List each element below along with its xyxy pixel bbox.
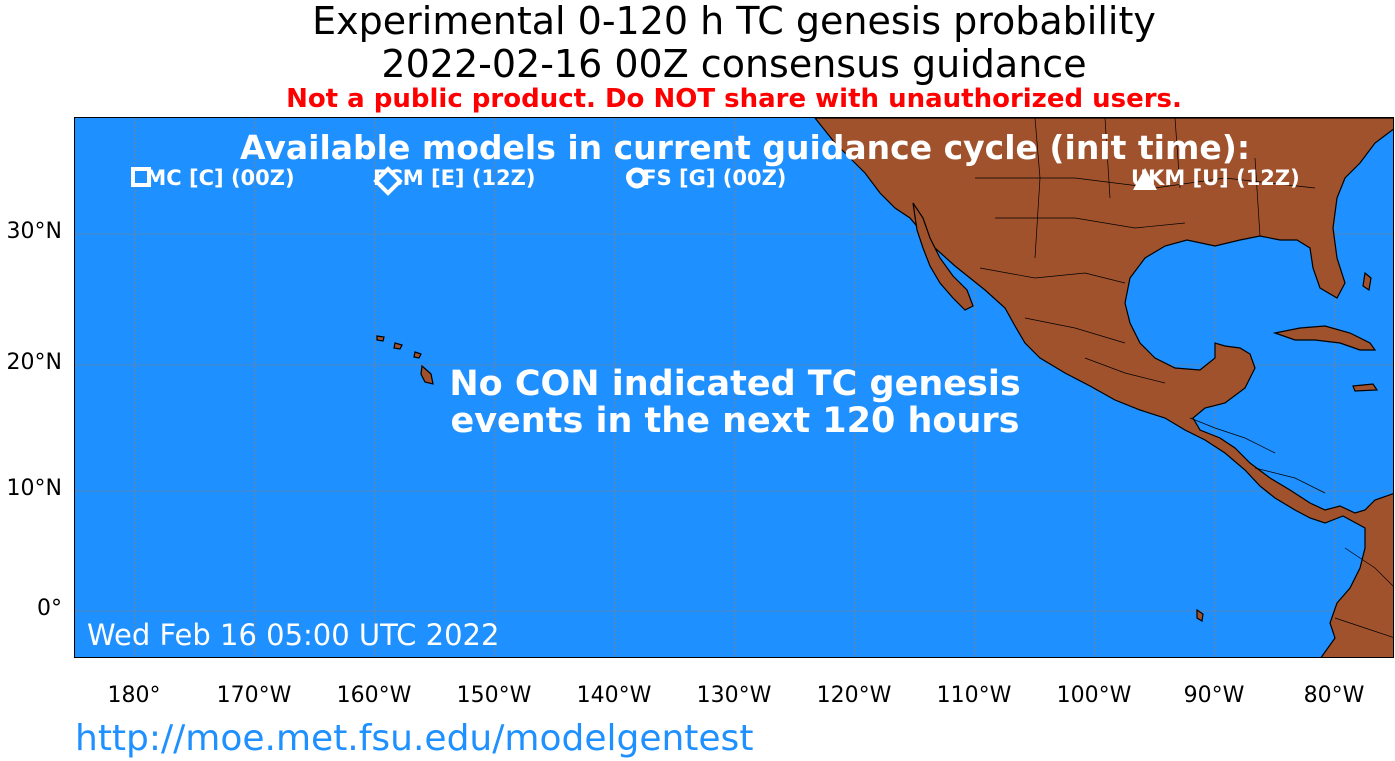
square-icon (131, 167, 151, 187)
map-canvas (75, 118, 1393, 657)
circle-icon (626, 167, 648, 189)
diamond-icon (373, 166, 403, 196)
lat-label-0: 0° (37, 596, 62, 621)
map-panel: Available models in current guidance cyc… (74, 117, 1394, 658)
lon-label-90w: 90°W (1183, 683, 1245, 708)
message-line-2: events in the next 120 hours (450, 401, 1020, 441)
available-models-heading: Available models in current guidance cyc… (239, 128, 1251, 167)
lon-label-140w: 140°W (576, 683, 652, 708)
title-line-2: 2022-02-16 00Z consensus guidance (381, 42, 1087, 86)
landmass (376, 118, 1393, 657)
legend-gfs-label: GFS [G] (00Z) (625, 166, 787, 190)
lat-label-20n: 20°N (6, 350, 62, 375)
lon-label-80w: 80°W (1303, 683, 1365, 708)
lon-label-110w: 110°W (936, 683, 1012, 708)
legend-cmc: CMC [C] (00Z) (130, 166, 295, 190)
lon-label-150w: 150°W (456, 683, 532, 708)
triangle-icon (1133, 168, 1157, 190)
warning-text: Not a public product. Do NOT share with … (286, 84, 1182, 114)
lon-label-130w: 130°W (696, 683, 772, 708)
lon-label-180: 180° (107, 683, 161, 708)
lon-label-160w: 160°W (336, 683, 412, 708)
legend-ukm: UKM [U] (12Z) (1131, 166, 1300, 190)
valid-time-stamp: Wed Feb 16 05:00 UTC 2022 (87, 618, 500, 652)
title-line-1: Experimental 0-120 h TC genesis probabil… (312, 0, 1156, 43)
legend-ukm-label: UKM [U] (12Z) (1131, 166, 1300, 190)
lat-label-10n: 10°N (6, 476, 62, 501)
legend-cmc-label: CMC [C] (00Z) (130, 166, 295, 190)
legend-ecm-label: ECM [E] (12Z) (373, 166, 536, 190)
legend-gfs: GFS [G] (00Z) (625, 166, 786, 190)
lon-label-100w: 100°W (1056, 683, 1132, 708)
source-url-link[interactable]: http://moe.met.fsu.edu/modelgentest (75, 718, 754, 759)
no-genesis-message: No CON indicated TC genesis events in th… (325, 366, 1145, 440)
message-line-1: No CON indicated TC genesis (449, 364, 1021, 404)
lon-label-170w: 170°W (216, 683, 292, 708)
lon-label-120w: 120°W (816, 683, 892, 708)
legend-ecm: ECM [E] (12Z) (373, 166, 536, 196)
lat-label-30n: 30°N (6, 219, 62, 244)
